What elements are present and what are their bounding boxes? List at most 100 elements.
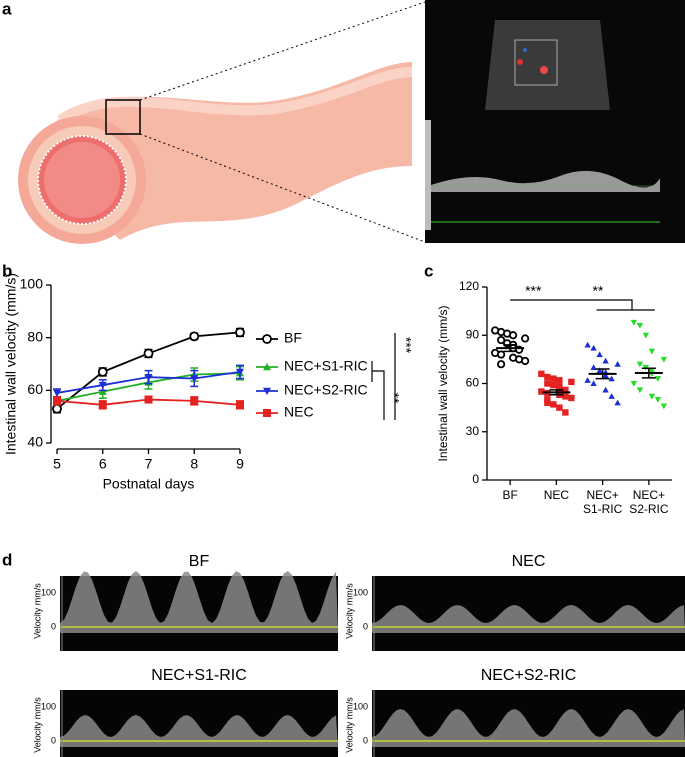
point [544,380,551,387]
point [52,403,62,414]
point [98,381,107,390]
x-tick-label: BF [502,488,518,502]
y-tick-label: 40 [27,434,43,450]
point [144,373,153,382]
y-tick-label: 120 [459,279,479,293]
x-axis-label: Postnatal days [103,476,195,492]
point [562,393,569,400]
y-axis-label: Intestinal wall velocity (mm/s) [436,305,450,461]
doppler-tick-label: 0 [363,621,368,631]
point [97,366,108,377]
point [590,364,597,370]
point [608,393,615,399]
x-tick-label: NEC [543,488,570,502]
point [602,372,609,379]
y-tick-label: 0 [472,472,479,486]
waveform [372,709,685,747]
x-tick-label: 5 [53,456,61,472]
x-tick-label: NEC+ S2-RIC [629,488,669,516]
point [53,396,61,405]
waveform [60,571,338,633]
point [143,348,154,359]
legend-label: NEC [284,404,314,420]
point [660,403,668,410]
doppler-axis-label: Velocity mm/s [32,697,42,753]
point [236,400,244,409]
point [544,396,551,403]
point [521,334,530,343]
point [568,394,575,402]
doppler-tick-label: 100 [353,587,368,597]
significance-label: *** [525,283,542,299]
point [497,335,506,345]
y-tick-label: 100 [20,276,44,292]
error-bar [641,367,656,379]
significance-label: *** [398,337,414,354]
point [190,396,199,405]
point [584,377,591,383]
point [608,375,615,382]
point [538,370,545,378]
legend-label: NEC+S2-RIC [284,382,368,398]
point [538,388,545,395]
point [614,399,621,406]
significance-bracket [371,333,396,420]
point [660,356,668,363]
point [263,363,271,371]
error-bar [549,389,564,396]
x-tick-label: 6 [99,456,107,472]
point [556,377,563,384]
point [614,361,621,367]
doppler-title: BF [189,553,210,570]
waveform [60,715,338,747]
y-axis-label: Intestinal wall velocity (mm/s) [3,273,19,455]
point [562,386,569,394]
doppler-tick-label: 100 [41,587,56,597]
point [550,375,557,382]
doppler-tick-label: 0 [363,735,368,745]
panel-label: d [2,550,12,569]
point [568,378,575,386]
point [648,393,656,400]
error-bar [503,344,518,353]
significance-bracket [510,299,655,311]
point [648,348,656,355]
point [590,344,597,351]
doppler-tick-label: 100 [41,701,56,711]
doppler-tick-label: 0 [51,621,56,631]
x-tick-label: 7 [145,456,153,472]
point [596,367,603,374]
doppler-title: NEC+S1-RIC [151,667,247,684]
artery-illustration [18,1,426,244]
significance-label: ** [386,393,402,404]
legend-label: NEC+S1-RIC [284,358,368,374]
doppler-axis-label: Velocity mm/s [344,697,354,753]
point [562,409,569,416]
point [98,400,107,409]
doppler-axis-label: Velocity mm/s [32,583,42,639]
y-tick-label: 90 [466,327,480,341]
point [521,356,530,366]
panel-label: a [2,0,12,18]
point [189,331,200,342]
point [144,395,153,404]
y-tick-label: 30 [466,424,480,438]
y-tick-label: 60 [27,381,43,397]
point [630,319,638,326]
point [544,399,551,406]
waveform [372,605,685,633]
point [602,357,609,364]
x-tick-label: 9 [236,456,244,472]
point [262,334,272,344]
ultrasound-image [425,0,685,243]
point [654,397,662,403]
point [556,404,563,411]
point [654,376,662,382]
point [584,341,591,348]
point [497,360,506,369]
doppler-title: NEC [512,553,546,570]
point [497,350,506,359]
point [190,375,199,383]
legend-label: BF [284,330,302,346]
